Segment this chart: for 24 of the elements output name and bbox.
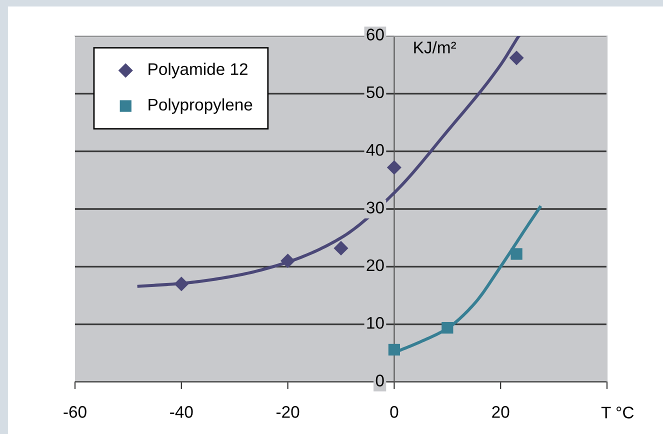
x-tick-label: -60 <box>64 406 86 418</box>
x-axis-title: T °C <box>601 406 634 418</box>
point <box>509 50 524 66</box>
y-tick-label: 60 <box>366 28 384 40</box>
x-tick-label: 0 <box>390 406 398 418</box>
y-tick-label: 0 <box>376 374 384 386</box>
point <box>386 160 402 175</box>
point <box>388 344 400 356</box>
point <box>442 322 454 334</box>
y-tick-label: 10 <box>367 317 384 329</box>
y-axis-title: KJ/m² <box>414 41 456 54</box>
legend-label: Polypropylene <box>148 98 252 114</box>
y-tick-label: 30 <box>366 202 384 214</box>
point <box>334 240 348 256</box>
x-tick-label: 20 <box>492 406 510 418</box>
y-tick-label: 40 <box>366 144 384 156</box>
point <box>280 254 296 268</box>
point <box>510 248 522 260</box>
legend-label: Polyamide 12 <box>148 62 248 78</box>
y-tick-label: 20 <box>366 259 384 272</box>
y-tick-label: 50 <box>366 86 384 98</box>
x-tick-label: -40 <box>170 406 193 418</box>
x-tick-label: -20 <box>276 406 300 418</box>
point <box>174 276 189 292</box>
